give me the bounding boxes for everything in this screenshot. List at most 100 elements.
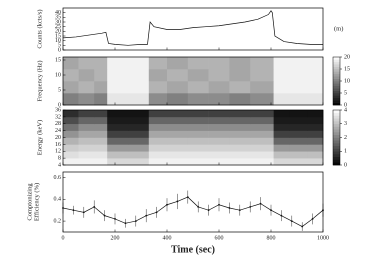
colorbar-segment	[333, 69, 340, 72]
heatmap-cell	[208, 144, 230, 152]
colorbar-segment	[333, 88, 340, 91]
heatmap-cell	[167, 144, 189, 152]
heatmap-cell	[208, 93, 230, 106]
heatmap-cell	[128, 93, 150, 106]
x-tick-label: 200	[111, 235, 120, 241]
colorbar-segment	[333, 66, 340, 70]
heatmap-cell	[63, 151, 79, 159]
heatmap-cell	[289, 81, 308, 94]
heatmap-cell	[208, 69, 230, 82]
colorbar-segment	[333, 129, 340, 133]
colorbar-segment	[333, 97, 340, 101]
heatmap-cell	[307, 93, 324, 106]
heatmap-cell	[63, 130, 79, 138]
heatmap-cell	[289, 151, 308, 159]
heatmap-cell	[250, 137, 274, 145]
heatmap-cell	[148, 123, 168, 131]
point-marker	[270, 209, 272, 212]
heatmap-cell	[63, 81, 79, 94]
heatmap-cell	[107, 81, 129, 94]
colorbar-segment	[333, 123, 340, 127]
heatmap-cell	[148, 116, 168, 125]
heatmap-cell	[128, 144, 150, 152]
point-marker	[93, 206, 96, 208]
point-marker	[207, 209, 210, 212]
colorbar-segment	[333, 102, 340, 106]
point-marker	[72, 209, 75, 212]
colorbar-segment	[333, 134, 340, 138]
heatmap-cell	[273, 69, 290, 82]
y-tick-label: 28	[55, 121, 61, 127]
heatmap-cell	[63, 144, 79, 152]
heatmap-cell	[167, 151, 189, 159]
heatmap-cell	[63, 57, 79, 70]
heatmap-cell	[273, 81, 290, 94]
heatmap-cell	[78, 123, 95, 131]
heatmap-cell	[63, 158, 79, 166]
colorbar-segment	[333, 93, 340, 96]
heatmap-cell	[167, 81, 189, 94]
heatmap-cell	[148, 130, 168, 138]
y-tick-label: 24	[55, 128, 61, 134]
point-marker	[103, 214, 106, 217]
heatmap-cell	[250, 81, 274, 94]
colorbar-segment	[333, 85, 340, 89]
heatmap-cell	[128, 69, 150, 82]
colorbar-segment	[333, 151, 340, 155]
colorbar-segment	[333, 59, 340, 63]
colorbar-tick-label: 0	[344, 102, 347, 108]
heatmap-cell	[148, 69, 168, 82]
heatmap-cell	[94, 57, 108, 70]
y-tick-label: 30	[55, 19, 61, 25]
panel-frame	[62, 7, 324, 51]
heatmap-cell	[148, 110, 168, 118]
colorbar-tick-label: 4	[344, 107, 347, 113]
y-tick-label: 0	[58, 47, 61, 53]
colorbar-segment	[333, 73, 340, 77]
heatmap-cell	[128, 137, 150, 145]
heatmap-cell	[94, 158, 108, 166]
heatmap-cell	[307, 123, 324, 131]
y-tick-label: 0.2	[54, 218, 62, 224]
heatmap-cell	[167, 69, 189, 82]
colorbar-tick-label: 10	[344, 78, 350, 84]
heatmap-cell	[289, 110, 308, 118]
heatmap-cell	[187, 69, 209, 82]
y-tick-label: 20	[55, 135, 61, 141]
colorbar-tick-label: 1	[344, 149, 347, 155]
colorbar-segment	[333, 132, 340, 136]
heatmap-cell	[208, 158, 230, 166]
heatmap-cell	[187, 123, 209, 131]
point-marker	[134, 220, 137, 222]
heatmap-cell	[167, 123, 189, 131]
colorbar-segment	[333, 148, 340, 152]
heatmap-cell	[128, 81, 150, 94]
colorbar-segment	[333, 118, 340, 122]
heatmap-cell	[94, 130, 108, 138]
heatmap-cell	[307, 151, 324, 159]
heatmap-cell	[148, 81, 168, 94]
y-tick-label: 20	[55, 29, 61, 35]
heatmap-cell	[208, 123, 230, 131]
heatmap-cell	[148, 151, 168, 159]
heatmap-cell	[128, 57, 150, 70]
heatmap-cell	[307, 158, 324, 166]
heatmap-cell	[107, 93, 129, 106]
point-marker	[124, 222, 127, 225]
colorbar-segment	[333, 95, 340, 99]
heatmap-cell	[250, 93, 274, 106]
heatmap-cell	[63, 123, 79, 131]
heatmap-cell	[78, 144, 95, 152]
heatmap-cell	[250, 110, 274, 118]
heatmap-cell	[307, 130, 324, 138]
y-tick-label: 0.4	[54, 197, 62, 203]
colorbar-segment	[333, 81, 340, 84]
heatmap-cell	[167, 57, 189, 70]
heatmap-cell	[167, 93, 189, 106]
colorbar-segment	[333, 154, 340, 158]
y-axis-label: Frequency (Hz)	[36, 61, 43, 102]
heatmap-cell	[128, 130, 150, 138]
heatmap-cell	[273, 130, 290, 138]
heatmap-cell	[107, 110, 129, 118]
